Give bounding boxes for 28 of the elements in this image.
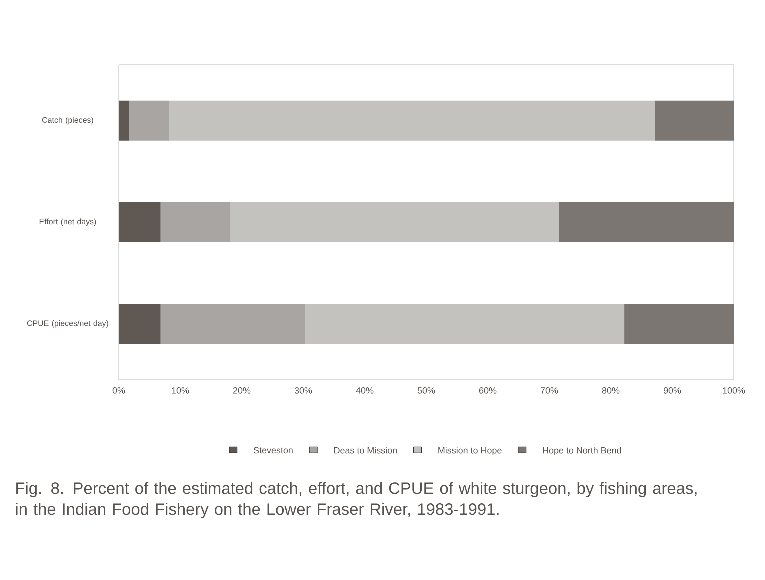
x-tick-label: 90% <box>664 388 682 394</box>
bar <box>169 100 656 141</box>
legend-label: Deas to Mission <box>334 447 397 454</box>
legend-label: Steveston <box>254 447 293 454</box>
bar <box>624 304 734 344</box>
x-tick-label: 50% <box>418 388 436 394</box>
bar <box>559 202 734 242</box>
bar <box>655 100 734 141</box>
x-tick-label: 80% <box>602 388 620 394</box>
bar <box>119 304 161 344</box>
bar <box>160 304 306 344</box>
bar <box>119 202 161 242</box>
x-tick-label: 100% <box>723 388 746 394</box>
x-tick-label: 10% <box>172 388 190 394</box>
legend-label: Mission to Hope <box>438 447 502 456</box>
bar <box>230 202 560 242</box>
x-tick-label: 0% <box>112 388 126 394</box>
x-tick-label: 40% <box>356 388 374 394</box>
caption: Fig. 8. Percent of the estimated catch, effort, and CPUE of white sturgeon, by fishing areas, in the Indian Food Fishery on the Lower Fraser River, 1983-1991. <box>16 482 697 518</box>
legend-label: Hope to North Bend <box>543 447 622 456</box>
x-tick-label: 30% <box>294 388 312 394</box>
bar <box>129 100 170 141</box>
bar <box>119 100 130 141</box>
x-tick-label: 70% <box>540 388 558 394</box>
bar <box>160 202 230 242</box>
x-tick-label: 20% <box>233 388 251 394</box>
x-tick-label: 60% <box>479 388 497 394</box>
bar <box>305 304 625 344</box>
